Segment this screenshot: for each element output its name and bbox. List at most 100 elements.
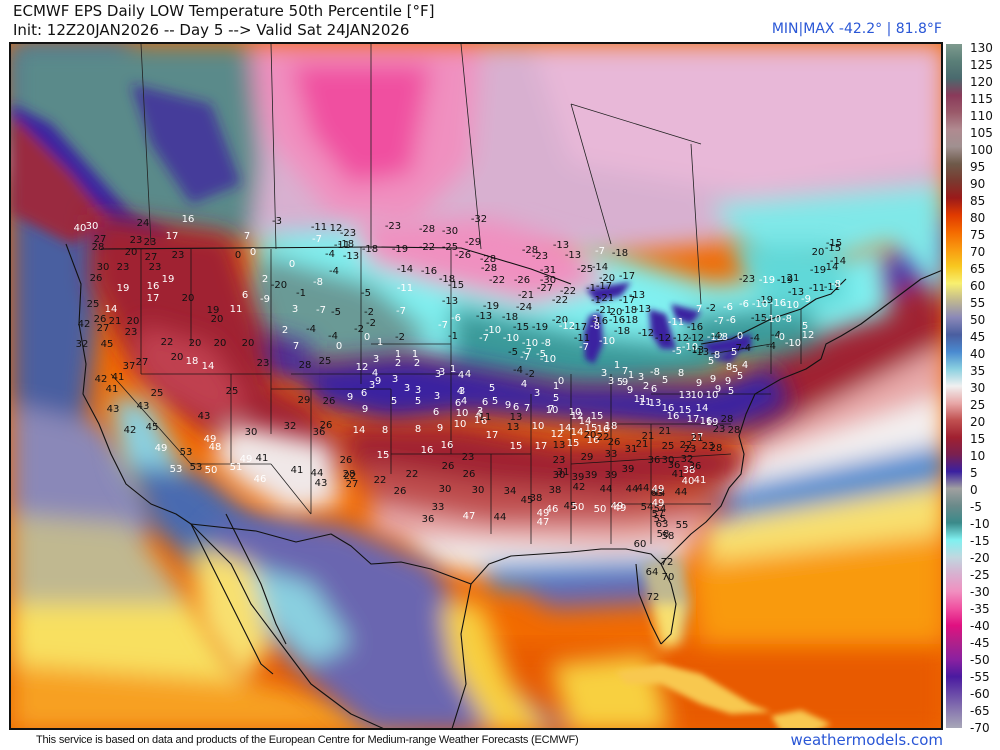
station-value: 9 (374, 376, 382, 387)
station-value: 23 (116, 262, 130, 273)
station-value: 38 (529, 493, 543, 504)
station-value: 5 (616, 377, 624, 388)
chart-title: ECMWF EPS Daily LOW Temperature 50th Per… (13, 2, 435, 40)
station-value: -17 (570, 322, 588, 333)
colorbar-tick-label: -50 (970, 653, 990, 667)
station-value: 20 (188, 338, 202, 349)
station-value: 14 (352, 425, 366, 436)
station-value: 27 (144, 252, 158, 263)
station-value: -11 (396, 283, 414, 294)
station-value: 23 (712, 424, 726, 435)
station-value: 43 (314, 478, 328, 489)
station-value: -23 (384, 221, 402, 232)
station-value: 0 (234, 250, 242, 261)
station-value: -0 (775, 332, 785, 343)
site-link[interactable]: weathermodels.com (790, 731, 943, 749)
station-value: 2 (642, 381, 650, 392)
station-value: 5 (414, 396, 422, 407)
station-value: 16 (699, 416, 713, 427)
station-value: -2 (366, 318, 376, 329)
station-value: 38 (682, 465, 696, 476)
station-value: 19 (161, 274, 175, 285)
station-value: 6 (360, 388, 368, 399)
station-value: -2 (364, 307, 374, 318)
station-value: 2 (413, 358, 421, 369)
station-value: 0 (736, 331, 744, 342)
station-value: 49 (154, 443, 168, 454)
station-value: 41 (693, 475, 707, 486)
station-value: -14 (396, 264, 414, 275)
station-value: -10 (539, 354, 557, 365)
station-value: 28 (342, 469, 356, 480)
station-value: 9 (626, 385, 634, 396)
station-value: 45 (100, 339, 114, 350)
station-value: 10 (705, 390, 719, 401)
station-value: -5 (672, 346, 682, 357)
station-value: 60 (633, 539, 647, 550)
station-value: -2 (706, 303, 716, 314)
station-value: 3 (368, 380, 376, 391)
station-value: 44 (625, 484, 639, 495)
station-value: 2 (261, 274, 269, 285)
station-value: 0 (557, 376, 565, 387)
station-value: 39 (604, 470, 618, 481)
station-value: 44 (493, 512, 507, 523)
station-value: -1 (591, 295, 601, 306)
station-value: 23 (129, 235, 143, 246)
colorbar-tick-label: 30 (970, 381, 986, 395)
station-value: 0 (249, 247, 257, 258)
station-value: 4 (475, 409, 483, 420)
station-value: 32 (680, 454, 694, 465)
station-value: -15 (824, 243, 842, 254)
station-value: 23 (148, 262, 162, 273)
station-value: 23 (124, 327, 138, 338)
station-value: 26 (319, 420, 333, 431)
colorbar-tick-label: -40 (970, 619, 990, 633)
station-value: 28 (720, 414, 734, 425)
station-value: 28 (709, 443, 723, 454)
station-value: 4 (520, 379, 528, 390)
station-value: 22 (596, 432, 610, 443)
station-value: 44 (310, 468, 324, 479)
station-value: -2 (395, 332, 405, 343)
station-value: -16 (769, 298, 787, 309)
station-value: -7 (312, 234, 322, 245)
station-value: -10 (502, 333, 520, 344)
station-value: 15 (376, 450, 390, 461)
station-value: 50 (593, 504, 607, 515)
station-value: 22 (343, 471, 357, 482)
station-value: -32 (470, 214, 488, 225)
station-value: 21 (108, 316, 122, 327)
station-value: 20 (241, 338, 255, 349)
station-value: 3 (372, 354, 380, 365)
station-value: 3 (391, 374, 399, 385)
station-value: 30 (85, 221, 99, 232)
station-value: 41 (105, 384, 119, 395)
station-value: 26 (393, 486, 407, 497)
station-value: -31 (539, 265, 557, 276)
station-value: -4 (741, 343, 751, 354)
station-value: 14 (104, 304, 118, 315)
station-value: 25 (225, 386, 239, 397)
station-value: 16 (666, 411, 680, 422)
station-value: -15 (750, 313, 768, 324)
station-value: 3 (414, 385, 422, 396)
station-value: 12 (355, 362, 369, 373)
colorbar-tick-label: 100 (970, 143, 993, 157)
station-value: -18 (438, 274, 456, 285)
station-value: 1 (376, 337, 384, 348)
station-value: -23 (738, 274, 756, 285)
station-value: 19 (116, 283, 130, 294)
station-value: 42 (572, 482, 586, 493)
station-value: -11 (823, 282, 841, 293)
colorbar-tick-label: -70 (970, 721, 990, 735)
station-value: -10 (784, 338, 802, 349)
colorbar-tick-label: 20 (970, 415, 986, 429)
station-value: 31 (556, 467, 570, 478)
colorbar-tick-label: 35 (970, 364, 986, 378)
station-value: 23 (552, 455, 566, 466)
title-line-2: Init: 12Z20JAN2026 -- Day 5 --> Valid Sa… (13, 21, 410, 39)
station-value: -1 (586, 283, 596, 294)
station-value: 20 (811, 247, 825, 258)
station-value: 20 (210, 314, 224, 325)
